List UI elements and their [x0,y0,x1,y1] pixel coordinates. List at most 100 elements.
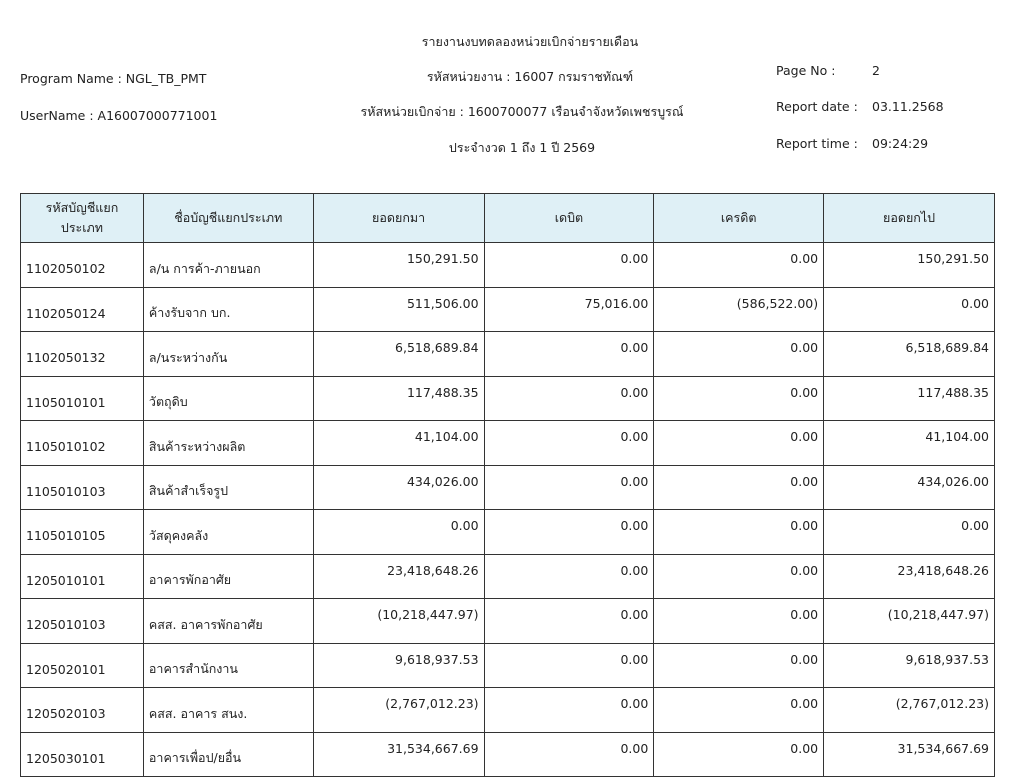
cell-account-name: สินค้าสำเร็จรูป [142,464,314,510]
cell-credit: 0.00 [653,642,825,688]
cell-brought-forward: 0.00 [312,509,485,555]
cell-account-code: 1102050132 [20,331,144,377]
period: ประจำงวด 1 ถึง 1 ปี 2569 [448,140,596,155]
cell-brought-forward: (2,767,012.23) [312,687,485,733]
cell-carried-forward: 434,026.00 [823,464,995,510]
table-header-row: รหัสบัญชีแยกประเภท ชื่อบัญชีแยกประเภท ยอดย… [20,193,995,243]
agency: รหัสหน่วยงาน : 16007 กรมราชทัณฑ์ [426,69,634,84]
cell-account-code: 1105010101 [20,375,144,421]
cell-brought-forward: 117,488.35 [312,375,485,421]
cell-brought-forward: 23,418,648.26 [312,553,485,599]
cell-account-name: อาคารพักอาศัย [142,553,314,599]
cell-carried-forward: 0.00 [823,286,995,332]
report-title: รายงานงบทดลองหน่วยเบิกจ่ายรายเดือน [421,34,639,49]
column-header-debit: เดบิต [483,193,655,243]
cell-account-name: ล/นระหว่างกัน [142,331,314,377]
column-header-carried-forward: ยอดยกไป [823,193,995,243]
cell-account-name: ค้างรับจาก บก. [142,286,314,332]
cell-debit: 0.00 [483,242,655,288]
column-header-account-name: ชื่อบัญชีแยกประเภท [142,193,314,243]
cell-debit: 0.00 [483,509,655,555]
cell-account-code: 1102050124 [20,286,144,332]
table-row: 1105010103 สินค้าสำเร็จรูป 434,026.00 0.00 0… [20,464,995,510]
cell-credit: 0.00 [653,731,825,777]
table-row: 1105010102 สินค้าระหว่างผลิต 41,104.00 0.00… [20,420,995,466]
cell-credit: 0.00 [653,420,825,466]
report-time: 09:24:29 [872,136,929,151]
cell-account-code: 1102050102 [20,242,144,288]
cell-brought-forward: 511,506.00 [312,286,485,332]
cell-debit: 0.00 [483,731,655,777]
cell-credit: 0.00 [653,687,825,733]
column-header-account-code: รหัสบัญชีแยกประเภท [20,193,144,243]
table-row: 1105010101 วัตถุดิบ 117,488.35 0.00 0.00 117,… [20,375,995,421]
cell-carried-forward: 0.00 [823,509,995,555]
cell-debit: 0.00 [483,642,655,688]
cell-carried-forward: 6,518,689.84 [823,331,995,377]
table-row: 1205020103 คสส. อาคาร สนง. (2,767,012.23) 0… [20,687,995,733]
cell-carried-forward: 41,104.00 [823,420,995,466]
cell-account-code: 1205030101 [20,731,144,777]
cell-account-name: คสส. อาคาร สนง. [142,687,314,733]
cell-account-code: 1205010103 [20,598,144,644]
cell-debit: 0.00 [483,553,655,599]
cell-credit: 0.00 [653,375,825,421]
table-row: 1105010105 วัสดุคงคลัง 0.00 0.00 0.00 0.00 [20,509,995,555]
table-row: 1205030101 อาคารเพื่อป/ยอื่น 31,534,667.69… [20,731,995,777]
report-date: 03.11.2568 [872,99,944,114]
cell-credit: (586,522.00) [653,286,825,332]
cell-carried-forward: 31,534,667.69 [823,731,995,777]
cell-debit: 0.00 [483,375,655,421]
column-header-brought-forward: ยอดยกมา [312,193,485,243]
cell-credit: 0.00 [653,331,825,377]
cell-account-code: 1105010105 [20,509,144,555]
username: UserName : A16007000771001 [20,108,218,123]
cell-carried-forward: 117,488.35 [823,375,995,421]
cell-brought-forward: 434,026.00 [312,464,485,510]
cell-brought-forward: (10,218,447.97) [312,598,485,644]
cell-brought-forward: 41,104.00 [312,420,485,466]
table-row: 1102050132 ล/นระหว่างกัน 6,518,689.84 0.00 0… [20,331,995,377]
table-row: 1205010103 คสส. อาคารพักอาศัย (10,218,447.… [20,598,995,644]
cell-account-name: สินค้าระหว่างผลิต [142,420,314,466]
cell-debit: 75,016.00 [483,286,655,332]
trial-balance-table: รหัสบัญชีแยกประเภท ชื่อบัญชีแยกประเภท ยอดย… [20,193,995,777]
cell-account-name: อาคารเพื่อป/ยอื่น [142,731,314,777]
cell-credit: 0.00 [653,553,825,599]
cell-carried-forward: 23,418,648.26 [823,553,995,599]
report-time-label: Report time : [776,136,858,151]
cell-account-code: 1205010101 [20,553,144,599]
cell-account-code: 1205020103 [20,687,144,733]
cell-credit: 0.00 [653,242,825,288]
cell-carried-forward: (10,218,447.97) [823,598,995,644]
cell-account-name: คสส. อาคารพักอาศัย [142,598,314,644]
disbursing-unit: รหัสหน่วยเบิกจ่าย : 1600700077 เรือนจำจั… [360,104,684,119]
report-date-label: Report date : [776,99,858,114]
cell-debit: 0.00 [483,331,655,377]
cell-credit: 0.00 [653,598,825,644]
cell-debit: 0.00 [483,687,655,733]
cell-credit: 0.00 [653,464,825,510]
cell-brought-forward: 6,518,689.84 [312,331,485,377]
cell-brought-forward: 31,534,667.69 [312,731,485,777]
cell-carried-forward: (2,767,012.23) [823,687,995,733]
table-row: 1205010101 อาคารพักอาศัย 23,418,648.26 0.00… [20,553,995,599]
cell-account-name: วัสดุคงคลัง [142,509,314,555]
table-row: 1205020101 อาคารสำนักงาน 9,618,937.53 0.00 0… [20,642,995,688]
column-header-credit: เครดิต [653,193,825,243]
cell-account-name: ล/น การค้า-ภายนอก [142,242,314,288]
program-name: Program Name : NGL_TB_PMT [20,71,207,86]
cell-debit: 0.00 [483,420,655,466]
cell-brought-forward: 150,291.50 [312,242,485,288]
cell-account-name: วัตถุดิบ [142,375,314,421]
page-no-label: Page No : [776,63,836,78]
cell-account-code: 1205020101 [20,642,144,688]
cell-debit: 0.00 [483,598,655,644]
cell-account-code: 1105010102 [20,420,144,466]
cell-credit: 0.00 [653,509,825,555]
cell-carried-forward: 150,291.50 [823,242,995,288]
cell-debit: 0.00 [483,464,655,510]
table-row: 1102050102 ล/น การค้า-ภายนอก 150,291.50 0.0… [20,242,995,288]
cell-account-code: 1105010103 [20,464,144,510]
cell-carried-forward: 9,618,937.53 [823,642,995,688]
